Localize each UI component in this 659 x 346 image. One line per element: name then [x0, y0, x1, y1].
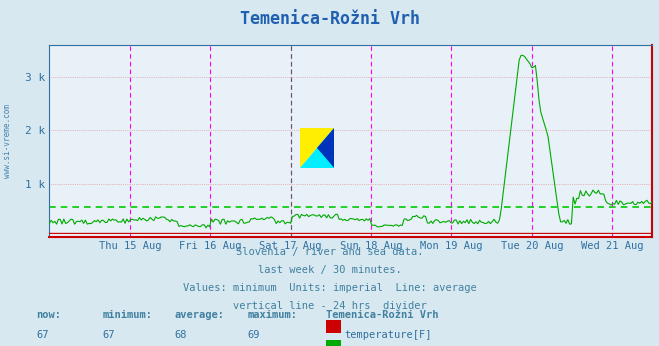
Text: Slovenia / river and sea data.: Slovenia / river and sea data.: [236, 247, 423, 257]
Text: 69: 69: [247, 330, 260, 340]
Text: now:: now:: [36, 310, 61, 320]
Text: www.si-vreme.com: www.si-vreme.com: [3, 104, 13, 178]
Text: Temenica-Rožni Vrh: Temenica-Rožni Vrh: [326, 310, 439, 320]
Text: temperature[F]: temperature[F]: [345, 330, 432, 340]
Text: 67: 67: [102, 330, 115, 340]
Text: minimum:: minimum:: [102, 310, 152, 320]
Text: 67: 67: [36, 330, 49, 340]
Polygon shape: [300, 128, 334, 168]
Text: vertical line - 24 hrs  divider: vertical line - 24 hrs divider: [233, 301, 426, 311]
Text: Values: minimum  Units: imperial  Line: average: Values: minimum Units: imperial Line: av…: [183, 283, 476, 293]
Text: last week / 30 minutes.: last week / 30 minutes.: [258, 265, 401, 275]
Text: average:: average:: [175, 310, 225, 320]
Text: maximum:: maximum:: [247, 310, 297, 320]
Text: 68: 68: [175, 330, 187, 340]
Text: Temenica-Rožni Vrh: Temenica-Rožni Vrh: [239, 10, 420, 28]
Polygon shape: [300, 128, 334, 168]
Polygon shape: [317, 128, 334, 168]
